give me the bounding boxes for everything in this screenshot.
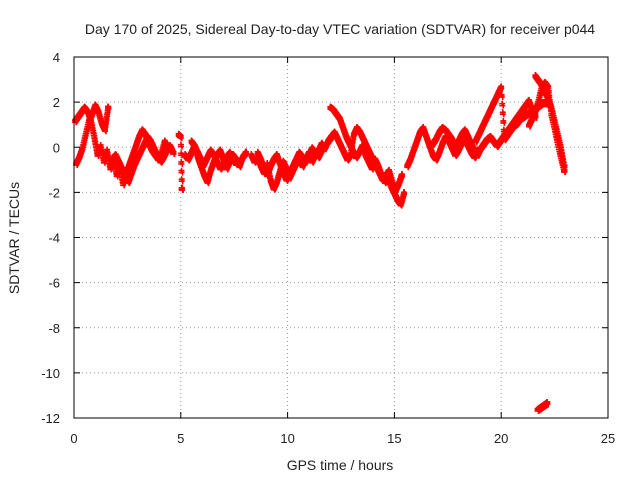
series-sat-l	[429, 123, 478, 155]
data-point	[561, 164, 568, 171]
series-sat-f	[188, 137, 240, 173]
data-point	[105, 105, 112, 112]
y-tick-label: 4	[53, 50, 60, 65]
data-point	[499, 111, 506, 118]
series-sat-q	[534, 399, 551, 414]
x-axis-label: GPS time / hours	[287, 457, 394, 473]
series-sat-n	[474, 96, 539, 160]
x-axis-ticks: 0 5 10 15 20 25	[70, 57, 615, 446]
grid-lines	[74, 57, 608, 418]
series-sat-d	[175, 130, 185, 193]
x-tick-label: 20	[494, 431, 508, 446]
y-tick-label: 2	[53, 95, 60, 110]
data-point	[498, 93, 505, 100]
y-tick-label: -2	[48, 185, 60, 200]
data-point	[177, 143, 184, 150]
data-point	[178, 169, 185, 176]
y-tick-label: -10	[41, 366, 60, 381]
x-tick-label: 10	[280, 431, 294, 446]
data-point	[178, 160, 185, 167]
data-point	[178, 186, 185, 193]
data-point	[544, 401, 551, 408]
y-tick-label: -4	[48, 231, 60, 246]
series-sat-j	[325, 123, 405, 196]
data-point	[401, 191, 408, 198]
data-point	[170, 150, 177, 157]
series-sat-a	[72, 103, 171, 189]
y-tick-label: -8	[48, 321, 60, 336]
data-point	[242, 150, 249, 157]
series-sat-p	[532, 72, 568, 171]
chart-title: Day 170 of 2025, Sidereal Day-to-day VTE…	[85, 21, 595, 37]
data-point	[499, 102, 506, 109]
data-point	[498, 85, 505, 92]
series-sat-b	[73, 101, 112, 169]
x-tick-label: 0	[70, 431, 77, 446]
y-tick-label: 0	[53, 140, 60, 155]
x-tick-label: 5	[177, 431, 184, 446]
y-tick-label: -12	[41, 411, 60, 426]
y-axis-label: SDTVAR / TECUs	[6, 182, 22, 294]
series-sat-h	[254, 144, 325, 184]
data-point	[177, 134, 184, 141]
x-tick-label: 25	[601, 431, 615, 446]
data-point	[318, 148, 325, 155]
y-tick-label: -6	[48, 276, 60, 291]
x-tick-label: 15	[387, 431, 401, 446]
data-point	[233, 162, 240, 169]
data-point	[178, 178, 185, 185]
data-point	[500, 119, 507, 126]
series-sat-c	[109, 132, 177, 187]
data-points	[72, 72, 568, 414]
data-point	[398, 173, 405, 180]
y-axis-ticks: -12 -10 -8 -6 -4 -2 0 2 4	[41, 50, 608, 426]
